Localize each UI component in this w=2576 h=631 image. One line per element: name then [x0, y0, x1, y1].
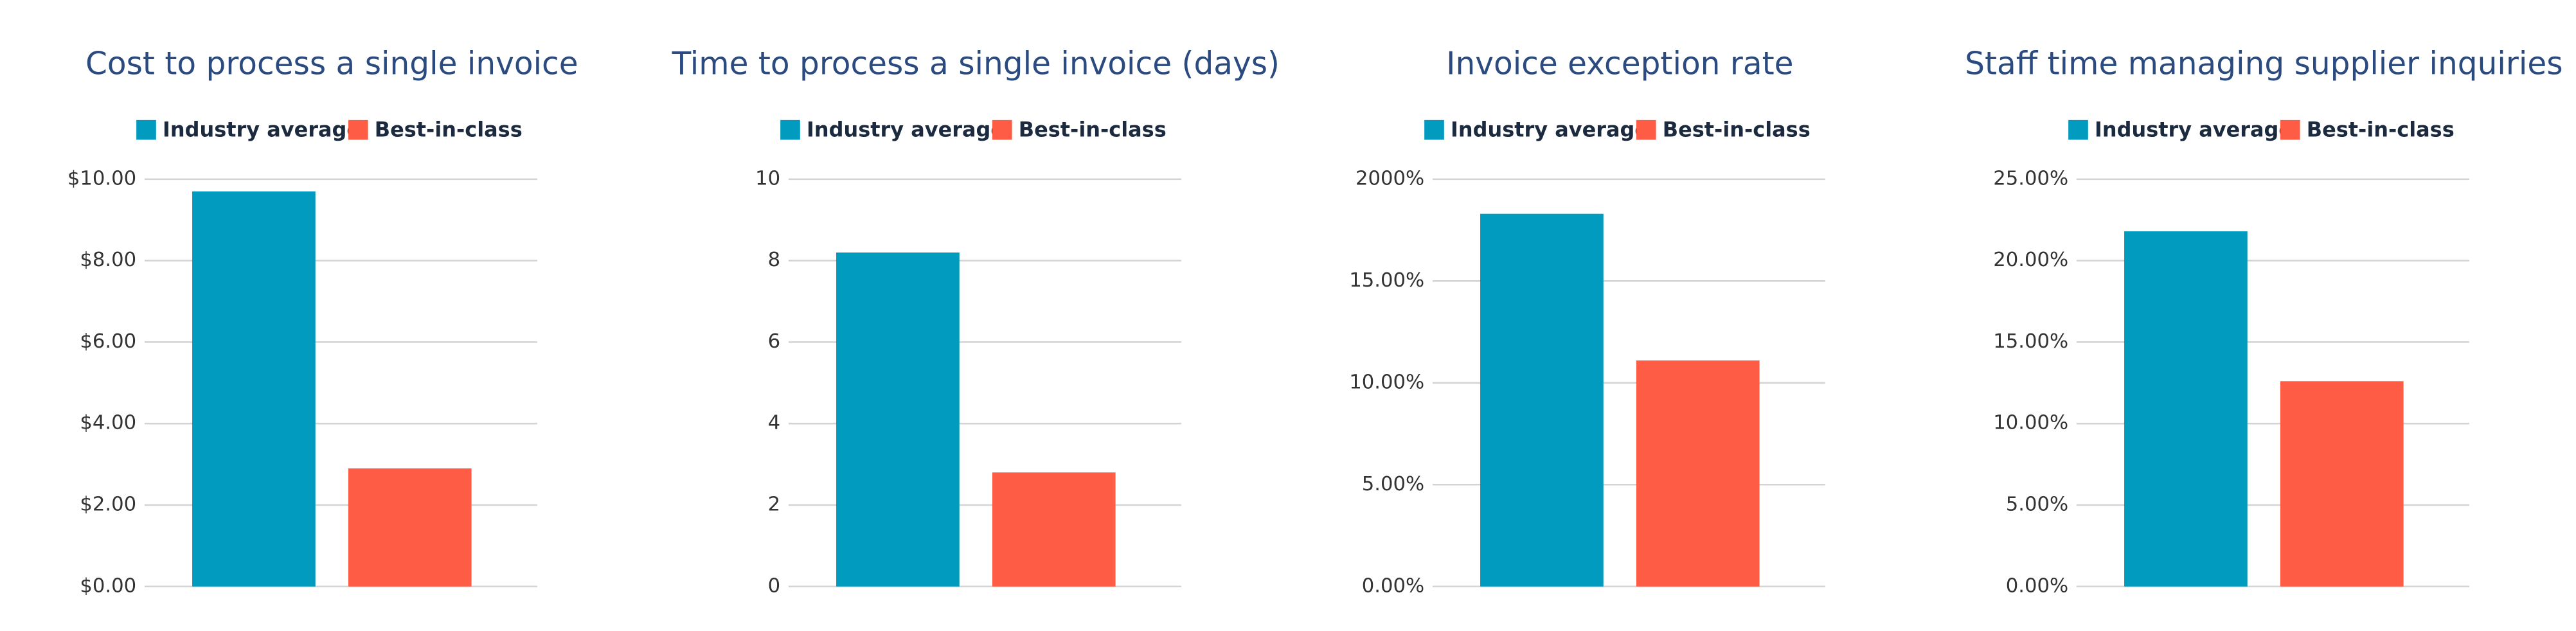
y-tick-label: $8.00 [80, 249, 136, 271]
y-tick-label: 4 [768, 412, 781, 434]
bar [1480, 213, 1604, 587]
y-tick-label: 25.00% [1993, 167, 2068, 190]
y-tick-label: $0.00 [80, 574, 136, 597]
bar [836, 252, 960, 587]
y-tick-label: 0.00% [1362, 574, 1424, 597]
bar [992, 472, 1116, 587]
y-tick-label: $2.00 [80, 493, 136, 515]
chart-title: Staff time managing supplier inquiries [1965, 46, 2563, 82]
chart-title: Time to process a single invoice (days) [672, 46, 1280, 82]
y-tick-label: 5.00% [2006, 493, 2068, 515]
legend-label: Industry average [2095, 117, 2293, 141]
legend-swatch [348, 120, 368, 140]
y-tick-label: 8 [768, 249, 781, 271]
y-tick-label: 20.00% [1993, 249, 2068, 271]
y-tick-label: 0.00% [2006, 574, 2068, 597]
legend-label: Best-in-class [1019, 117, 1167, 141]
y-tick-label: 15.00% [1993, 330, 2068, 353]
chart-title: Invoice exception rate [1446, 46, 1793, 82]
bar [2280, 381, 2404, 587]
y-tick-label: 2 [768, 493, 781, 515]
chart-title: Cost to process a single invoice [85, 46, 578, 82]
legend-label: Industry average [807, 117, 1005, 141]
legend-swatch [1636, 120, 1656, 140]
y-tick-label: 6 [768, 330, 781, 353]
bar [348, 468, 472, 587]
legend-swatch [1424, 120, 1444, 140]
legend-swatch [992, 120, 1012, 140]
y-tick-label: 10.00% [1993, 412, 2068, 434]
y-tick-label: 10 [755, 167, 780, 190]
legend-label: Best-in-class [375, 117, 523, 141]
y-tick-label: 0 [768, 574, 781, 597]
y-tick-label: 5.00% [1362, 473, 1424, 495]
legend-label: Best-in-class [1663, 117, 1811, 141]
legend-swatch [780, 120, 800, 140]
legend-label: Industry average [1451, 117, 1649, 141]
legend-swatch [2280, 120, 2300, 140]
bar [1636, 360, 1760, 587]
bar [2124, 231, 2248, 587]
y-tick-label: 10.00% [1349, 371, 1424, 393]
y-tick-label: 2000% [1355, 167, 1424, 190]
y-tick-label: $10.00 [67, 167, 136, 190]
legend-label: Industry average [163, 117, 361, 141]
y-tick-label: $4.00 [80, 412, 136, 434]
legend-swatch [2068, 120, 2088, 140]
legend-swatch [136, 120, 156, 140]
y-tick-label: 15.00% [1349, 269, 1424, 292]
y-tick-label: $6.00 [80, 330, 136, 353]
bar [192, 191, 316, 587]
legend-label: Best-in-class [2307, 117, 2455, 141]
